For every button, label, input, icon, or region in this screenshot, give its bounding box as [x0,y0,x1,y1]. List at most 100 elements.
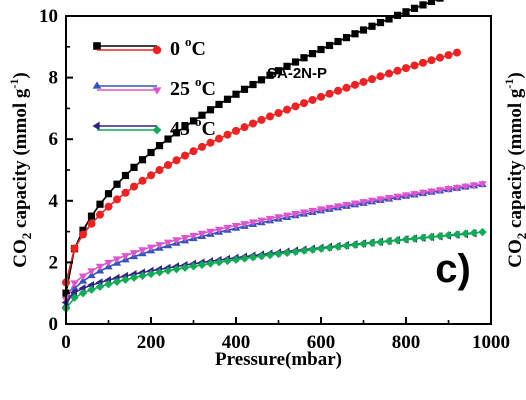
series-2-point [113,195,121,203]
series-2-point [96,211,104,219]
series-1-point [334,38,341,45]
series-6-point [300,247,308,255]
series-1-point [309,50,316,57]
series-1-point [88,213,95,220]
series-1-point [249,81,256,88]
series-6-point [334,243,342,251]
series-2-point [428,56,436,64]
series-2-point [88,220,96,228]
series-2-point [394,67,402,75]
series-6-point [419,234,427,242]
series-2-point [317,93,325,101]
series-1-point [130,164,137,171]
series-2-point [258,116,266,124]
series-2-point [181,152,189,160]
legend-marker [153,87,162,94]
series-2-point [445,51,453,59]
series-6-point [359,240,367,248]
series-2-point [436,54,444,62]
y-tick-label: 4 [49,191,59,212]
series-6-point [385,237,393,245]
series-2-point [411,61,419,69]
y-tick-label: 0 [49,314,59,335]
series-2-point [122,189,130,197]
series-6-point [317,244,325,252]
series-6-point [402,235,410,243]
neighbor-panel-fragment: CO2 capacity (mmol g-1) [502,72,526,267]
series-1-point [368,23,375,30]
series-2-point [79,231,87,239]
series-2-point [147,171,155,179]
series-6-point [410,234,418,242]
series-1-point [122,172,129,179]
series-6 [62,228,487,313]
series-2-point [232,127,240,135]
series-6-point [249,253,257,261]
series-1-point [326,42,333,49]
series-6-point [376,238,384,246]
series-2-point [453,49,461,57]
y-tick-label: 10 [39,6,58,27]
annotations: SA-2N-Pc) [267,65,471,291]
series-2-point [71,245,79,253]
y-tick-label: 8 [49,68,59,89]
series-2-point [130,183,138,191]
series-2-point [283,106,291,114]
series-2-point [190,147,198,155]
series-6-point [470,229,478,237]
x-tick-label: 200 [137,332,166,353]
series-6-point [308,246,316,254]
series-6-line [66,232,483,309]
series-2-point [326,90,334,98]
series-2-point [164,161,172,169]
series-6-point [274,250,282,258]
series-1-point [411,5,418,12]
y-tick-label: 2 [49,252,59,273]
series-2-point [198,143,206,151]
series-1-point [139,156,146,163]
panel-label: c) [435,247,471,291]
series-6-point [257,252,265,260]
series-2-point [300,99,308,107]
series-1-point [351,30,358,37]
series-1-point [147,149,154,156]
legend-label: 0 oC [170,34,206,60]
legend-marker [93,42,101,50]
x-axis-title: Pressure(mbar) [215,349,342,370]
legend-label: 25 oC [170,74,216,100]
series-6-point [393,236,401,244]
series-1-point [377,19,384,26]
series-2-point [224,131,232,139]
series-1-point [419,1,426,8]
series-6-point [427,233,435,241]
series-2-line [66,53,457,283]
y-tick-label: 6 [49,129,59,150]
series-1-point [317,46,324,53]
series-2-point [292,102,300,110]
series-1-point [156,142,163,149]
series-6-point [478,228,486,236]
series-2-point [309,96,317,104]
series-1-line [66,0,457,293]
series-1-point [343,34,350,41]
series-6-point [444,231,452,239]
series-2-point [402,64,410,72]
series-2-point [249,119,257,127]
series-6-point [351,241,359,249]
series-2-point [241,123,249,131]
x-tick-label: 800 [392,332,421,353]
legend: 0 oC25 oC45 oC [92,34,216,140]
series-3-line [66,185,483,306]
series-1-point [96,201,103,208]
series-2 [62,49,461,287]
x-tick-label: 0 [61,332,71,353]
legend-marker [153,126,162,135]
series-6-point [325,244,333,252]
y-axis-title: CO2 capacity (mmol g-1) [7,72,34,267]
neighbor-ylabel: CO2 capacity (mmol g-1) [502,72,526,267]
series-6-point [291,248,299,256]
legend-marker [92,122,99,131]
series-2-point [266,112,274,120]
series-2-point [173,156,181,164]
